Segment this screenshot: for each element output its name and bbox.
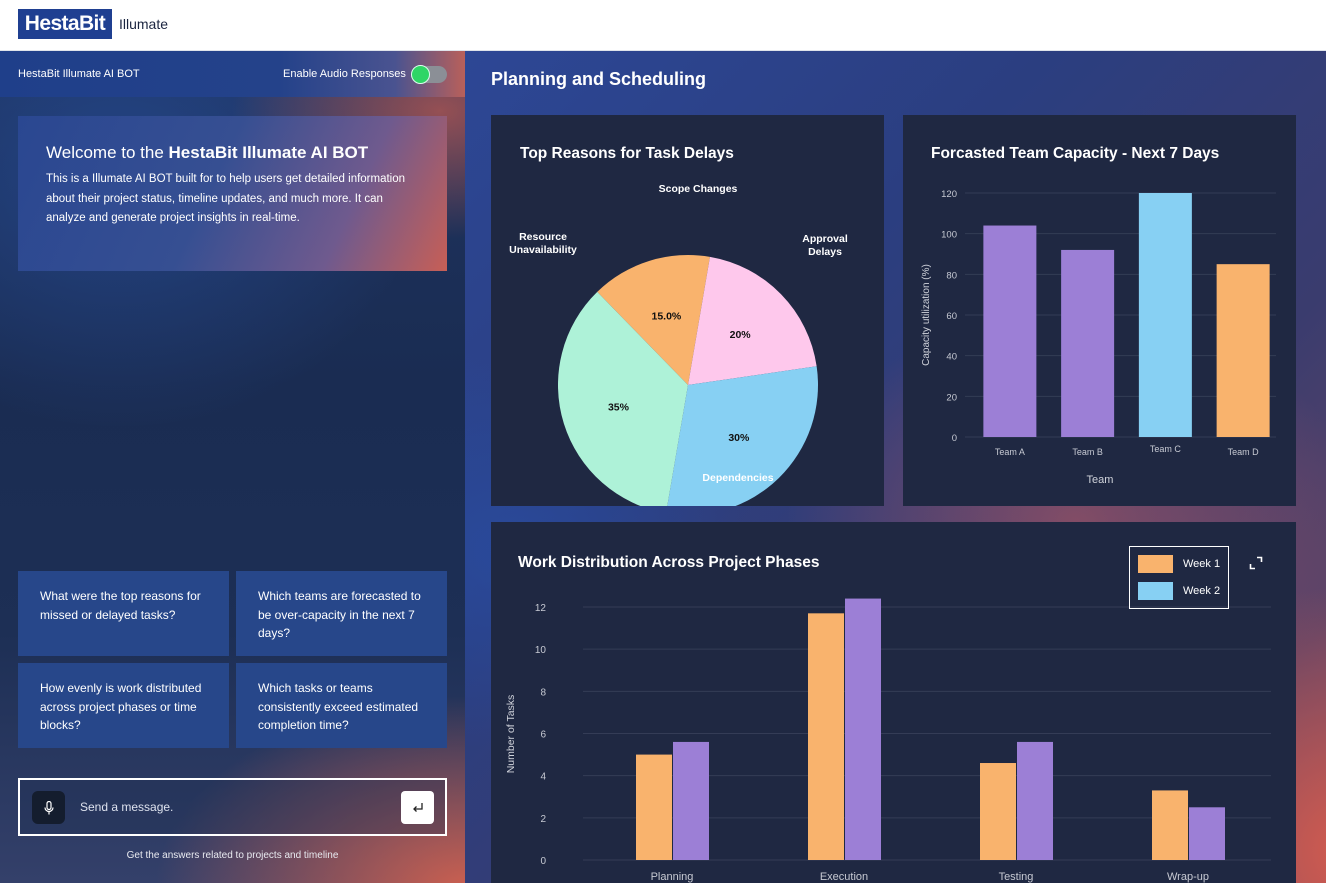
welcome-card: Welcome to the HestaBit Illumate AI BOT … bbox=[18, 116, 447, 271]
welcome-heading: Welcome to the HestaBit Illumate AI BOT bbox=[46, 142, 419, 164]
pie-category-label: Resource bbox=[519, 231, 567, 243]
send-button[interactable] bbox=[401, 791, 434, 824]
x-tick-label: Team D bbox=[1228, 447, 1260, 457]
capacity-chart-card: Forcasted Team Capacity - Next 7 Days 0 2… bbox=[903, 115, 1296, 506]
bar-execution-week-2[interactable] bbox=[845, 598, 881, 860]
work-chart-title: Work Distribution Across Project Phases bbox=[518, 554, 820, 571]
work-bar-chart: 0 2 4 6 8 10 12 Planning Execution Testing Wrap-up… bbox=[505, 598, 1271, 883]
legend-swatch-week-2 bbox=[1138, 582, 1173, 600]
input-hint: Get the answers related to projects and … bbox=[126, 850, 339, 861]
welcome-prefix: Welcome to the bbox=[46, 143, 169, 162]
bar-testing-week-2[interactable] bbox=[1017, 741, 1053, 860]
legend-week-2[interactable]: Week 2 bbox=[1138, 582, 1220, 600]
legend-label-week-1: Week 1 bbox=[1183, 558, 1221, 570]
y-tick-label: 0 bbox=[952, 433, 957, 444]
expand-icon[interactable] bbox=[1249, 556, 1263, 570]
y-tick-label: 12 bbox=[535, 603, 547, 614]
y-tick-label: 0 bbox=[540, 856, 546, 867]
top-bar: HestaBit Illumate bbox=[0, 0, 1326, 51]
y-tick-label: 6 bbox=[540, 730, 546, 741]
suggestion-delays[interactable]: What were the top reasons for missed or … bbox=[18, 571, 229, 656]
product-name: Illumate bbox=[119, 16, 169, 32]
message-box bbox=[18, 778, 447, 836]
pie-category-label: Scope Changes bbox=[659, 183, 738, 195]
pie-category-label: Approval bbox=[802, 233, 848, 245]
pie-slice-approval-delays[interactable] bbox=[688, 256, 817, 385]
suggestion-distribution[interactable]: How evenly is work distributed across pr… bbox=[18, 663, 229, 748]
pie-slice-scope-changes[interactable] bbox=[597, 255, 710, 385]
y-tick-label: 4 bbox=[540, 772, 546, 783]
page-title: Planning and Scheduling bbox=[491, 69, 707, 89]
pie-value-label: 35% bbox=[608, 402, 630, 414]
x-tick-label: Team B bbox=[1072, 447, 1103, 457]
bar-wrap-up-week-1[interactable] bbox=[1152, 790, 1188, 860]
y-tick-label: 2 bbox=[540, 814, 546, 825]
pie-category-label: Delays bbox=[808, 246, 842, 258]
pie-value-label: 30% bbox=[728, 432, 750, 444]
y-tick-label: 100 bbox=[941, 230, 957, 241]
bar-wrap-up-week-2[interactable] bbox=[1189, 807, 1225, 860]
work-chart-card: Work Distribution Across Project Phases … bbox=[491, 522, 1296, 883]
y-tick-label: 20 bbox=[946, 392, 957, 403]
legend-week-1[interactable]: Week 1 bbox=[1138, 555, 1220, 573]
pie-chart-card: Top Reasons for Task Delays 15.0% Scope C… bbox=[491, 115, 884, 506]
welcome-body: This is a Illumate AI BOT built for to h… bbox=[46, 173, 406, 224]
welcome-brand: HestaBit Illumate AI BOT bbox=[168, 143, 369, 162]
bar-planning-week-1[interactable] bbox=[636, 754, 672, 860]
dashboard-panel: Planning and Scheduling Top Reasons for … bbox=[465, 51, 1326, 883]
x-tick-label: Wrap-up bbox=[1167, 871, 1209, 883]
bar-team-a[interactable] bbox=[983, 225, 1037, 437]
pie-category-label: Dependencies bbox=[702, 472, 773, 484]
capacity-bar-chart: 0 20 40 60 80 100 120 Team A Team B Team C Team D T… bbox=[921, 189, 1276, 486]
x-tick-label: Planning bbox=[651, 871, 694, 883]
capacity-chart-title: Forcasted Team Capacity - Next 7 Days bbox=[931, 145, 1220, 162]
legend-label-week-2: Week 2 bbox=[1183, 585, 1221, 597]
bar-team-d[interactable] bbox=[1216, 264, 1270, 437]
toggle-knob bbox=[411, 65, 430, 84]
audio-toggle[interactable] bbox=[411, 65, 447, 84]
audio-toggle-label: Enable Audio Responses bbox=[283, 68, 406, 80]
pie-category-label: Unavailability bbox=[509, 244, 577, 256]
bar-testing-week-1[interactable] bbox=[980, 763, 1016, 860]
pie-slice-resource-unavailability[interactable] bbox=[558, 291, 688, 506]
y-tick-label: 10 bbox=[535, 645, 547, 656]
x-tick-label: Team C bbox=[1150, 444, 1182, 454]
pie-chart-title: Top Reasons for Task Delays bbox=[520, 145, 734, 162]
x-axis-label: Team bbox=[1087, 474, 1114, 486]
x-tick-label: Testing bbox=[999, 871, 1034, 883]
chatbot-header: HestaBit Illumate AI BOT Enable Audio Re… bbox=[0, 51, 465, 97]
pie-value-label: 15.0% bbox=[651, 310, 681, 322]
y-tick-label: 120 bbox=[941, 189, 957, 200]
y-axis-label: Capacity utilization (%) bbox=[921, 264, 932, 366]
y-axis-label: Number of Tasks bbox=[505, 695, 517, 774]
x-tick-label: Team A bbox=[995, 447, 1025, 457]
enter-icon bbox=[412, 802, 423, 812]
chart-legend: Week 1 Week 2 bbox=[1129, 546, 1229, 609]
suggestion-exceed-time[interactable]: Which tasks or teams consistently exceed… bbox=[236, 663, 447, 748]
bar-team-b[interactable] bbox=[1061, 249, 1115, 437]
microphone-icon[interactable] bbox=[32, 791, 65, 824]
message-input[interactable] bbox=[80, 797, 380, 817]
y-tick-label: 40 bbox=[946, 352, 957, 363]
chatbot-title: HestaBit Illumate AI BOT bbox=[18, 68, 140, 80]
chatbot-panel: HestaBit Illumate AI BOT Enable Audio Re… bbox=[0, 51, 465, 883]
x-tick-label: Execution bbox=[820, 871, 868, 883]
suggestion-capacity[interactable]: Which teams are forecasted to be over-ca… bbox=[236, 571, 447, 656]
y-tick-label: 80 bbox=[946, 270, 957, 281]
pie-slice-dependencies[interactable] bbox=[666, 366, 819, 506]
bar-team-c[interactable] bbox=[1138, 193, 1192, 437]
y-tick-label: 60 bbox=[946, 311, 957, 322]
hestabit-logo[interactable]: HestaBit bbox=[18, 9, 112, 39]
legend-swatch-week-1 bbox=[1138, 555, 1173, 573]
bar-execution-week-1[interactable] bbox=[808, 613, 844, 860]
y-tick-label: 8 bbox=[540, 687, 546, 698]
pie-value-label: 20% bbox=[730, 329, 752, 341]
bar-planning-week-2[interactable] bbox=[673, 741, 709, 860]
